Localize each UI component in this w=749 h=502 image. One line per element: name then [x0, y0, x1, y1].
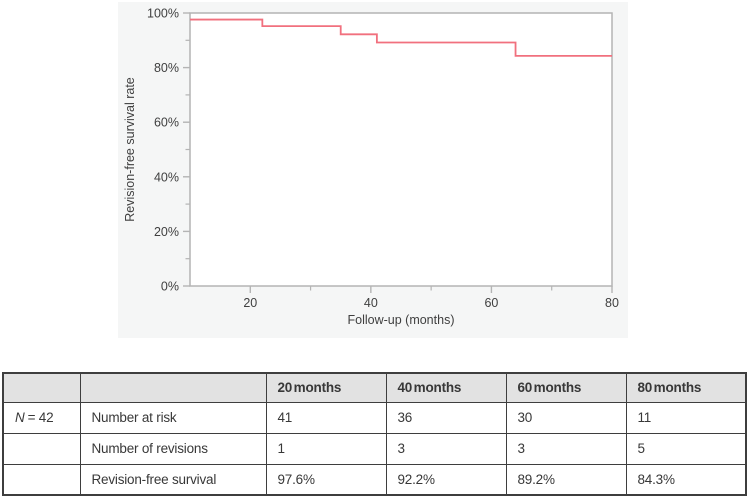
risk-table: 20 months 40 months 60 months 80 months … — [2, 372, 747, 496]
value-cell: 41 — [265, 401, 387, 434]
value-cell: 11 — [625, 401, 747, 434]
value-cell: 97.6% — [265, 463, 387, 496]
value-cell: 1 — [265, 432, 387, 465]
row-label: Number at risk — [79, 401, 267, 434]
y-tick-label: 80% — [154, 61, 179, 75]
value-cell: 92.2% — [385, 463, 507, 496]
header-20-months: 20 months — [265, 372, 387, 403]
x-tick-label: 20 — [243, 296, 257, 310]
x-tick-label: 60 — [484, 296, 498, 310]
empty-cell — [2, 432, 81, 465]
table-row-number-of-revisions: Number of revisions 1 3 3 5 — [2, 432, 747, 465]
value-cell: 3 — [505, 432, 627, 465]
value-cell: 3 — [385, 432, 507, 465]
empty-cell — [2, 463, 81, 496]
survival-chart-panel: 20 40 60 80 0% 20% 40% 60% 80% 100% Follow-up (mon… — [118, 2, 628, 338]
header-40-months: 40 months — [385, 372, 507, 403]
x-tick-label: 80 — [605, 296, 619, 310]
header-empty-label — [79, 372, 267, 403]
y-tick-label: 40% — [154, 170, 179, 184]
table-row-revision-free-survival: Revision-free survival 97.6% 92.2% 89.2%… — [2, 463, 747, 496]
y-tick-label: 0% — [161, 280, 179, 294]
plot-area — [189, 12, 613, 287]
risk-table-container: 20 months 40 months 60 months 80 months … — [2, 372, 747, 496]
header-empty-n — [2, 372, 81, 403]
header-60-months: 60 months — [505, 372, 627, 403]
survival-curve — [190, 18, 612, 57]
header-80-months: 80 months — [625, 372, 747, 403]
value-cell: 36 — [385, 401, 507, 434]
cohort-size-cell: N = 42 — [2, 401, 81, 434]
y-tick-label: 60% — [154, 116, 179, 130]
y-tick-label: 20% — [154, 225, 179, 239]
n-symbol: N — [15, 410, 25, 425]
y-axis-title: Revision-free survival rate — [123, 77, 137, 222]
value-cell: 84.3% — [625, 463, 747, 496]
y-tick-label: 100% — [147, 7, 179, 21]
value-cell: 5 — [625, 432, 747, 465]
value-cell: 30 — [505, 401, 627, 434]
n-value: = 42 — [27, 410, 54, 425]
row-label: Revision-free survival — [79, 463, 267, 496]
value-cell: 89.2% — [505, 463, 627, 496]
table-row-number-at-risk: N = 42 Number at risk 41 36 30 11 — [2, 401, 747, 434]
x-axis-title: Follow-up (months) — [348, 313, 455, 327]
kaplan-meier-chart: 20 40 60 80 0% 20% 40% 60% 80% 100% Follow-up (mon… — [123, 7, 619, 328]
row-label: Number of revisions — [79, 432, 267, 465]
x-tick-label: 40 — [364, 296, 378, 310]
table-header-row: 20 months 40 months 60 months 80 months — [2, 372, 747, 403]
